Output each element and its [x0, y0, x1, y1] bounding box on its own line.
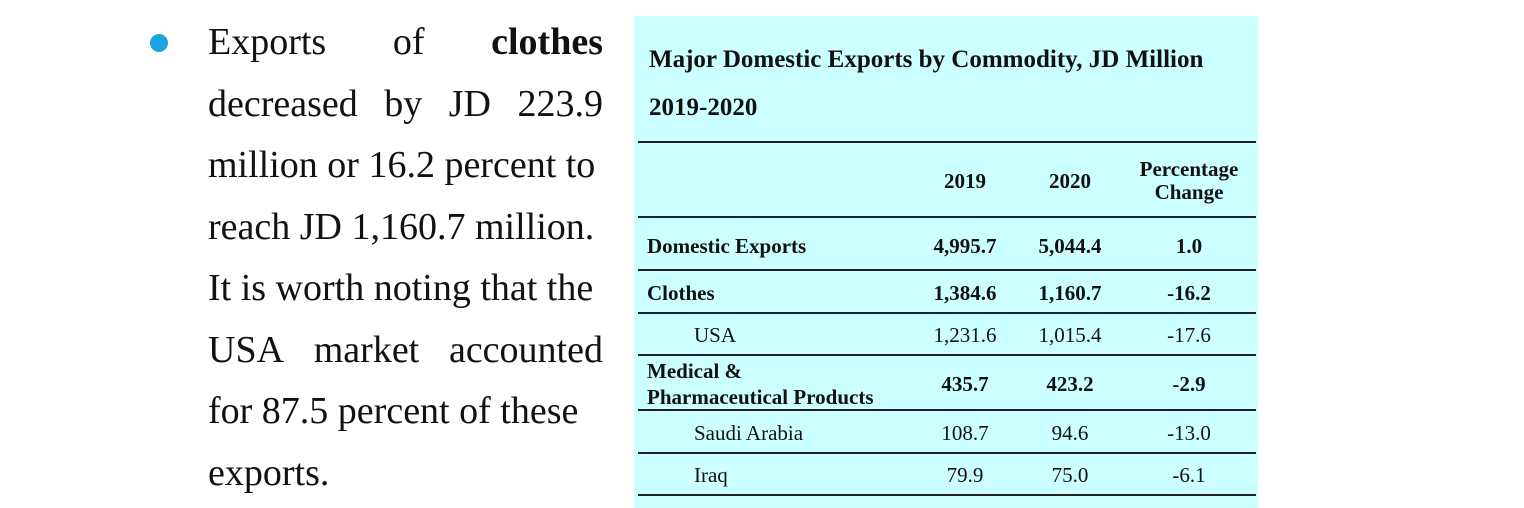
table-rule: [638, 452, 1256, 454]
word: accounted: [448, 328, 603, 371]
word-emphasis: clothes: [491, 21, 603, 63]
text-line: USA market accounted: [208, 320, 603, 382]
header-2019: 2019: [944, 169, 986, 193]
header-percentage-change: Percentage Change: [1139, 158, 1239, 204]
cell-change: -17.6: [1167, 323, 1211, 347]
row-label-line: Medical &: [647, 359, 743, 383]
header-line: Change: [1154, 180, 1224, 204]
text-line: Exports of clothes: [208, 12, 603, 74]
cell-2020: 5,044.4: [1038, 234, 1102, 258]
line-text: million or 16.2 percent to: [208, 144, 596, 186]
word: by: [384, 82, 423, 125]
table-rule: [638, 354, 1256, 356]
cell-2020: 423.2: [1046, 372, 1094, 396]
text-line: It is worth noting that the: [208, 258, 603, 320]
word: JD: [448, 82, 491, 125]
text-line: reach JD 1,160.7 million.: [208, 197, 603, 259]
cell-2019: 1,231.6: [933, 323, 997, 347]
bullet-dot: [150, 34, 168, 52]
row-label: Iraq: [694, 463, 728, 487]
line-text: for 87.5 percent of these: [208, 390, 579, 432]
text-line: exports.: [208, 443, 603, 505]
cell-2020: 75.0: [1051, 463, 1089, 487]
header-2020: 2020: [1049, 169, 1091, 193]
cell-change: -6.1: [1172, 463, 1206, 487]
cell-2020: 1,015.4: [1038, 323, 1102, 347]
row-label: USA: [694, 323, 737, 347]
table-rule: [638, 141, 1256, 143]
cell-2019: 1,384.6: [933, 281, 997, 305]
table-rule: [638, 216, 1256, 218]
word: market: [313, 328, 420, 371]
cell-2020: 1,160.7: [1038, 281, 1102, 305]
word: USA: [208, 328, 285, 371]
table-rule: [638, 269, 1256, 271]
header-line: Percentage: [1139, 157, 1239, 181]
line-text: reach JD 1,160.7 million.: [208, 205, 595, 248]
word: decreased: [208, 82, 358, 125]
exports-table: Major Domestic Exports by Commodity, JD …: [634, 16, 1258, 508]
word: Exports: [208, 21, 327, 63]
cell-change: -16.2: [1167, 281, 1211, 305]
table-rule: [638, 312, 1256, 314]
text-line: decreased by JD 223.9: [208, 74, 603, 136]
row-label: Saudi Arabia: [694, 421, 804, 445]
cell-change: 1.0: [1175, 234, 1203, 258]
line-text: It is worth noting that the: [208, 267, 594, 309]
cell-change: -13.0: [1167, 421, 1211, 445]
row-label: Domestic Exports: [647, 234, 807, 258]
line-text: exports.: [208, 451, 330, 494]
table-rule: [638, 409, 1256, 411]
cell-change: -2.9: [1172, 372, 1206, 396]
row-label: Clothes: [647, 281, 715, 305]
cell-2020: 94.6: [1051, 421, 1089, 445]
word: 223.9: [517, 82, 603, 125]
cell-2019: 435.7: [941, 372, 989, 396]
table-period: 2019-2020: [649, 94, 758, 121]
cell-2019: 79.9: [946, 463, 984, 487]
cell-2019: 108.7: [941, 421, 989, 445]
text-line: for 87.5 percent of these: [208, 381, 603, 443]
row-label-line: Pharmaceutical Products: [647, 385, 874, 409]
cell-2019: 4,995.7: [933, 234, 997, 258]
table-title: Major Domestic Exports by Commodity, JD …: [649, 46, 1204, 73]
bullet-paragraph: Exports of clothes decreased by JD 223.9…: [208, 12, 603, 504]
table-rule: [638, 494, 1256, 496]
word: of: [392, 21, 425, 63]
text-line: million or 16.2 percent to: [208, 135, 603, 197]
